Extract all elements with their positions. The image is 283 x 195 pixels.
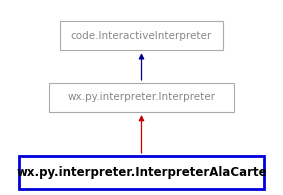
- FancyBboxPatch shape: [19, 156, 264, 189]
- FancyBboxPatch shape: [60, 21, 223, 50]
- Text: wx.py.interpreter.InterpreterAlaCarte: wx.py.interpreter.InterpreterAlaCarte: [16, 166, 267, 179]
- FancyBboxPatch shape: [49, 83, 234, 112]
- Text: wx.py.interpreter.Interpreter: wx.py.interpreter.Interpreter: [68, 92, 215, 103]
- Text: code.InteractiveInterpreter: code.InteractiveInterpreter: [71, 31, 212, 41]
